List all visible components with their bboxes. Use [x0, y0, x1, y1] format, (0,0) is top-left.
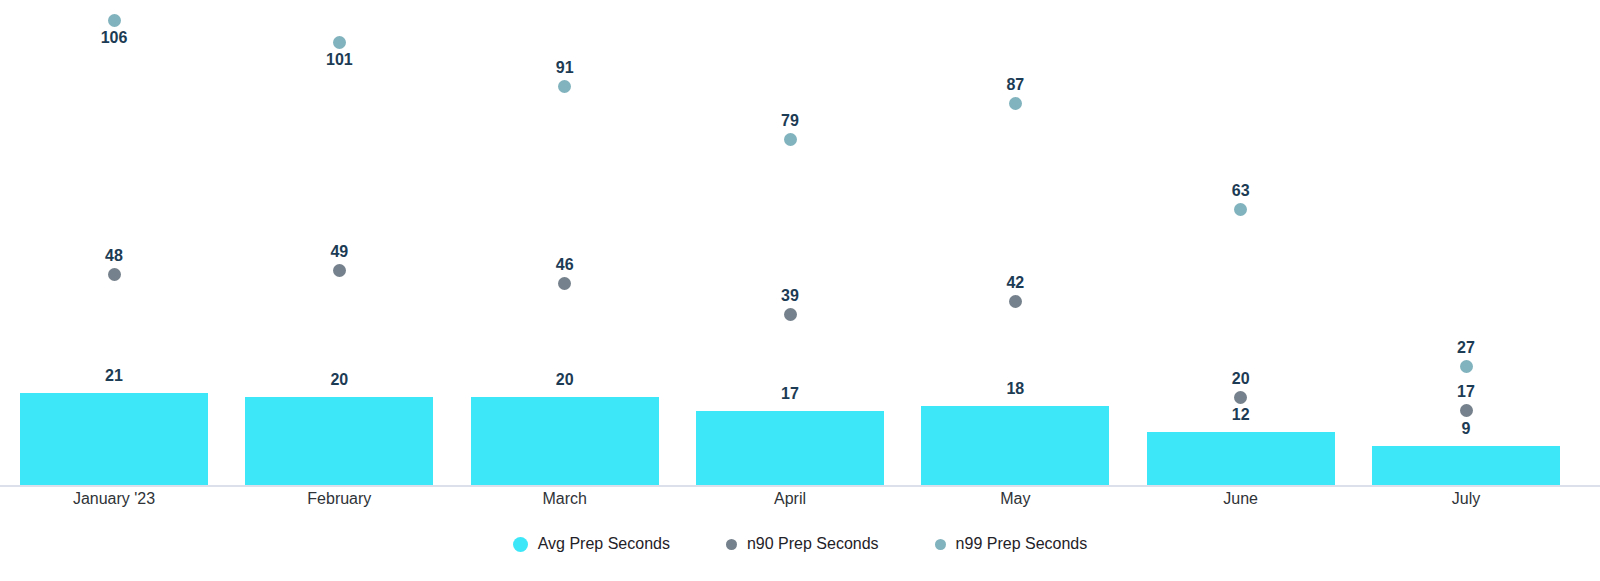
- point-n90-prep-seconds-june[interactable]: [1234, 391, 1247, 404]
- legend-label: n90 Prep Seconds: [747, 534, 879, 554]
- data-label-avg-prep-seconds-july: 9: [1462, 420, 1471, 438]
- point-n99-prep-seconds-march[interactable]: [558, 80, 571, 93]
- data-label-avg-prep-seconds-january-23: 21: [105, 367, 123, 385]
- bar-avg-prep-seconds-january-23[interactable]: [20, 393, 208, 485]
- legend-item-avg-prep-seconds: Avg Prep Seconds: [513, 534, 670, 554]
- point-n90-prep-seconds-january-23[interactable]: [108, 268, 121, 281]
- data-label-n99-prep-seconds-march: 91: [556, 59, 574, 77]
- data-label-n99-prep-seconds-january-23: 106: [101, 29, 128, 47]
- data-label-avg-prep-seconds-february: 20: [330, 371, 348, 389]
- x-axis-label-july: July: [1452, 490, 1480, 508]
- point-n99-prep-seconds-july[interactable]: [1460, 360, 1473, 373]
- point-n90-prep-seconds-february[interactable]: [333, 264, 346, 277]
- legend-item-n99-prep-seconds: n99 Prep Seconds: [935, 534, 1088, 554]
- bar-avg-prep-seconds-february[interactable]: [245, 397, 433, 485]
- point-n90-prep-seconds-july[interactable]: [1460, 404, 1473, 417]
- avg-prep-seconds-marker-icon: [513, 537, 528, 552]
- bar-avg-prep-seconds-april[interactable]: [696, 411, 884, 486]
- data-label-n90-prep-seconds-june: 20: [1232, 370, 1250, 388]
- point-n99-prep-seconds-may[interactable]: [1009, 97, 1022, 110]
- x-axis-label-may: May: [1000, 490, 1030, 508]
- data-label-n90-prep-seconds-january-23: 48: [105, 247, 123, 265]
- x-axis-label-june: June: [1223, 490, 1258, 508]
- data-label-n99-prep-seconds-july: 27: [1457, 339, 1475, 357]
- x-axis-label-january-23: January '23: [73, 490, 155, 508]
- point-n99-prep-seconds-february[interactable]: [333, 36, 346, 49]
- x-axis-label-march: March: [542, 490, 586, 508]
- bar-avg-prep-seconds-july[interactable]: [1372, 446, 1560, 485]
- bar-avg-prep-seconds-march[interactable]: [471, 397, 659, 485]
- n90-prep-seconds-marker-icon: [726, 539, 737, 550]
- point-n90-prep-seconds-march[interactable]: [558, 277, 571, 290]
- x-axis-label-february: February: [307, 490, 371, 508]
- n99-prep-seconds-marker-icon: [935, 539, 946, 550]
- chart-legend: Avg Prep Seconds n90 Prep Seconds n99 Pr…: [0, 534, 1600, 554]
- data-label-n99-prep-seconds-may: 87: [1006, 76, 1024, 94]
- legend-item-n90-prep-seconds: n90 Prep Seconds: [726, 534, 879, 554]
- data-label-n90-prep-seconds-march: 46: [556, 256, 574, 274]
- point-n90-prep-seconds-april[interactable]: [784, 308, 797, 321]
- legend-label: Avg Prep Seconds: [538, 534, 670, 554]
- data-label-avg-prep-seconds-may: 18: [1006, 380, 1024, 398]
- point-n99-prep-seconds-april[interactable]: [784, 133, 797, 146]
- data-label-n90-prep-seconds-july: 17: [1457, 383, 1475, 401]
- data-label-n90-prep-seconds-april: 39: [781, 287, 799, 305]
- data-label-n90-prep-seconds-february: 49: [330, 243, 348, 261]
- plot-area: 21 48 106 January '23 20 49 101 February 20 46 91 M…: [0, 0, 1600, 581]
- data-label-n90-prep-seconds-may: 42: [1006, 274, 1024, 292]
- point-n99-prep-seconds-january-23[interactable]: [108, 14, 121, 27]
- x-axis-label-april: April: [774, 490, 806, 508]
- bar-avg-prep-seconds-may[interactable]: [921, 406, 1109, 485]
- data-label-avg-prep-seconds-march: 20: [556, 371, 574, 389]
- data-label-n99-prep-seconds-june: 63: [1232, 182, 1250, 200]
- data-label-n99-prep-seconds-april: 79: [781, 112, 799, 130]
- point-n99-prep-seconds-june[interactable]: [1234, 203, 1247, 216]
- data-label-avg-prep-seconds-june: 12: [1232, 406, 1250, 424]
- legend-label: n99 Prep Seconds: [956, 534, 1088, 554]
- bar-avg-prep-seconds-june[interactable]: [1147, 432, 1335, 485]
- data-label-n99-prep-seconds-february: 101: [326, 51, 353, 69]
- data-label-avg-prep-seconds-april: 17: [781, 385, 799, 403]
- prep-seconds-combo-chart: 21 48 106 January '23 20 49 101 February 20 46 91 M…: [0, 0, 1600, 581]
- point-n90-prep-seconds-may[interactable]: [1009, 295, 1022, 308]
- x-axis-line: [0, 485, 1600, 487]
